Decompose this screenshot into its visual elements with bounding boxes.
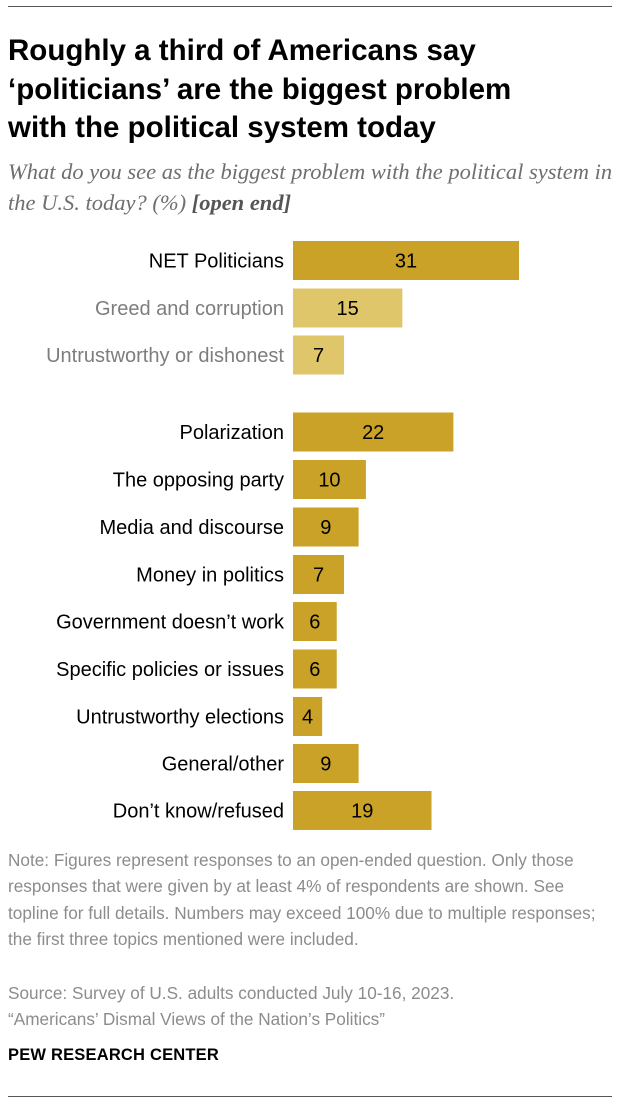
- data-label: 15: [337, 298, 359, 320]
- chart-title: Roughly a third of Americans say ‘politi…: [8, 34, 512, 144]
- category-label: The opposing party: [113, 470, 284, 492]
- data-label: 19: [351, 801, 373, 823]
- category-label: Greed and corruption: [95, 298, 284, 320]
- subtitle-question: What do you see as the biggest problem w…: [8, 159, 613, 215]
- data-label: 31: [395, 251, 417, 273]
- data-label: 9: [320, 754, 331, 776]
- data-label: 9: [320, 517, 331, 539]
- bar: [293, 744, 359, 783]
- data-label: 7: [313, 345, 324, 367]
- bar: [293, 335, 345, 375]
- source-line: Source: Survey of U.S. adults conducted …: [8, 983, 455, 1003]
- bar: [293, 602, 337, 641]
- bar: [293, 791, 432, 830]
- bar: [293, 460, 366, 499]
- category-label: Specific policies or issues: [56, 659, 284, 681]
- category-label: Untrustworthy or dishonest: [46, 345, 284, 367]
- category-label: Untrustworthy elections: [76, 707, 284, 729]
- category-label: Government doesn’t work: [56, 612, 285, 634]
- bar: [293, 697, 323, 736]
- category-label: Polarization: [179, 422, 284, 444]
- data-label: 22: [362, 422, 384, 444]
- category-label: Money in politics: [136, 565, 284, 587]
- subtitle-tag: [open end]: [191, 190, 292, 215]
- data-label: 6: [309, 612, 320, 634]
- brand-logo-text: PEW RESEARCH CENTER: [8, 1046, 219, 1064]
- bar: [293, 507, 359, 547]
- bar: [293, 241, 519, 280]
- bar: [293, 555, 345, 594]
- chart-subtitle: What do you see as the biggest problem w…: [8, 156, 618, 218]
- category-label: Don’t know/refused: [113, 801, 284, 823]
- data-label: 10: [318, 470, 340, 492]
- bar: [293, 649, 337, 689]
- data-label: 4: [302, 707, 313, 729]
- bar: [293, 412, 454, 452]
- bar-chart: NET Politicians 31 Greed and corruption 15 U…: [46, 241, 519, 830]
- source-report-title: “Americans’ Dismal Views of the Nation’s…: [8, 1009, 385, 1030]
- bottom-rule: [8, 1096, 612, 1097]
- data-label: 7: [313, 565, 324, 587]
- category-label: General/other: [162, 754, 285, 776]
- chart-note: Note: Figures represent responses to an …: [8, 850, 596, 949]
- category-label: Media and discourse: [99, 517, 284, 539]
- top-rule: [8, 6, 612, 7]
- category-label: NET Politicians: [149, 251, 284, 273]
- chart-source: Source: Survey of U.S. adults conducted …: [8, 980, 612, 1033]
- data-label: 6: [309, 659, 320, 681]
- bar: [293, 288, 403, 328]
